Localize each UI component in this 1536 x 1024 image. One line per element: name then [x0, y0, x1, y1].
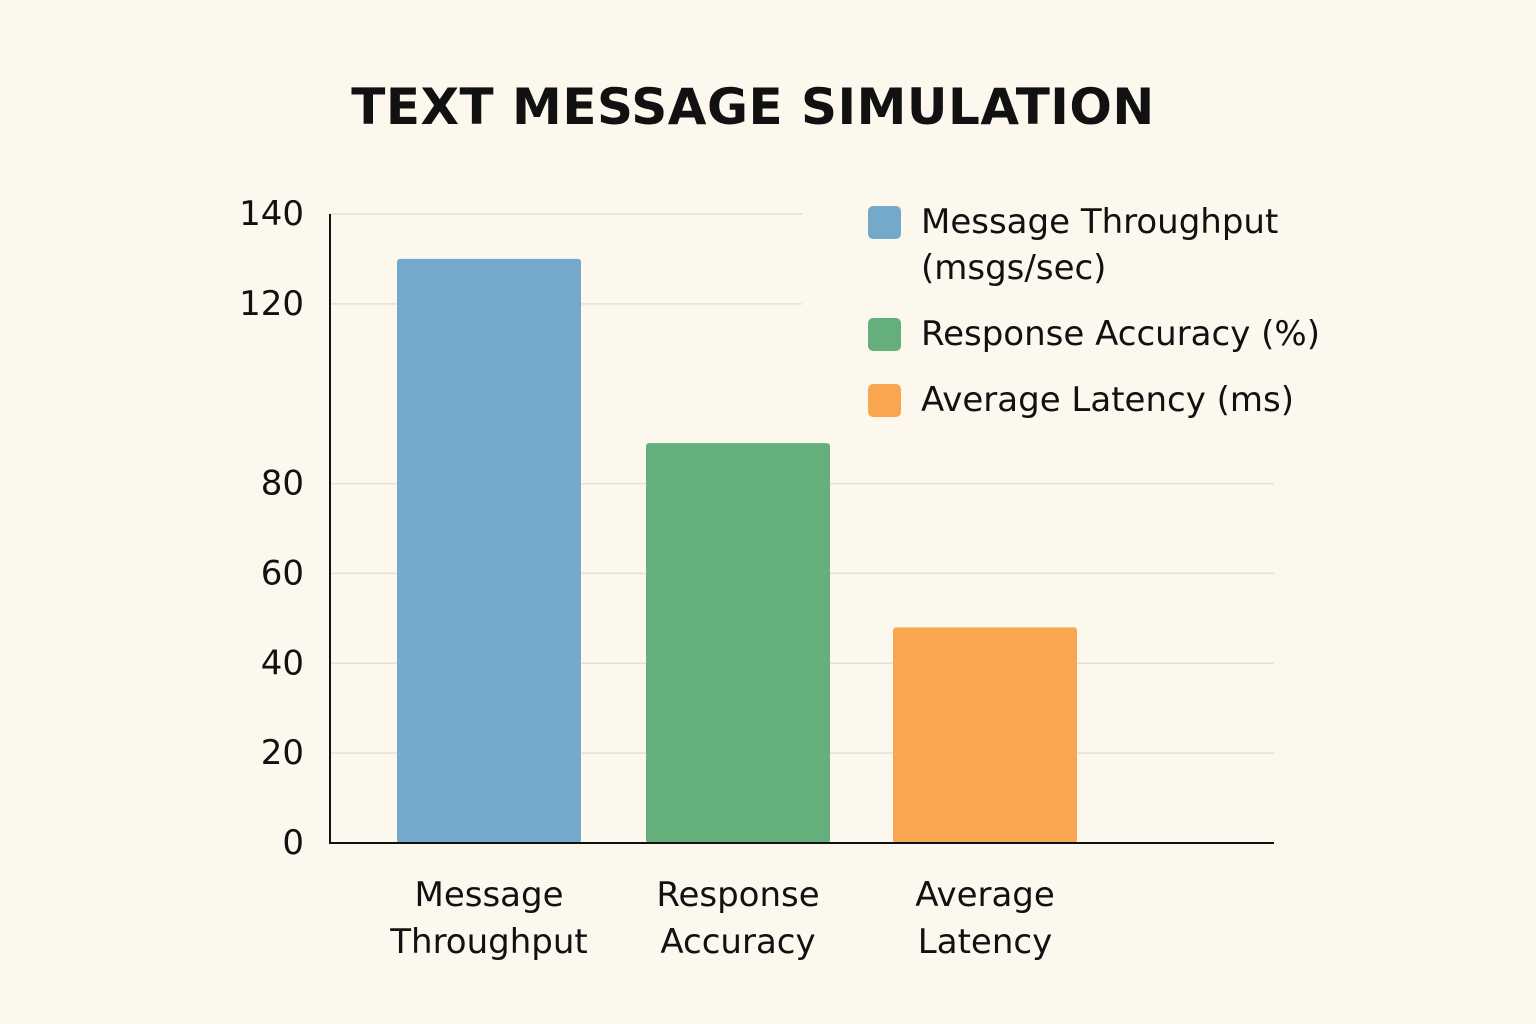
bar	[893, 627, 1077, 843]
y-tick-labels: 0 20 40 60 80 120 140	[239, 194, 304, 863]
category-label: Response	[656, 875, 819, 915]
y-tick-label: 20	[261, 733, 304, 773]
bars	[397, 258, 1077, 843]
legend: Message Throughput (msgs/sec) Response Acc…	[868, 202, 1320, 420]
legend-label: (msgs/sec)	[921, 248, 1106, 288]
legend-label: Average Latency (ms)	[921, 380, 1294, 420]
y-tick-label: 0	[282, 823, 304, 863]
legend-label: Response Accuracy (%)	[921, 314, 1320, 354]
legend-swatch	[868, 318, 901, 351]
category-label: Average	[915, 875, 1055, 915]
bar	[646, 443, 830, 843]
category-labels: Message Throughput Response Accuracy Average…	[389, 875, 1055, 962]
y-tick-label: 80	[261, 464, 304, 504]
bar	[397, 258, 581, 843]
legend-swatch	[868, 206, 901, 239]
y-tick-label: 140	[239, 194, 304, 234]
axes	[329, 214, 1274, 844]
y-tick-label: 60	[261, 553, 304, 593]
category-label: Throughput	[389, 922, 588, 962]
legend-label: Message Throughput	[921, 202, 1278, 242]
category-label: Latency	[918, 922, 1052, 962]
chart-title: TEXT MESSAGE SIMULATION	[351, 78, 1155, 136]
legend-swatch	[868, 384, 901, 417]
y-tick-label: 40	[261, 643, 304, 683]
category-label: Message	[414, 875, 563, 915]
y-tick-label: 120	[239, 284, 304, 324]
category-label: Accuracy	[660, 922, 815, 962]
